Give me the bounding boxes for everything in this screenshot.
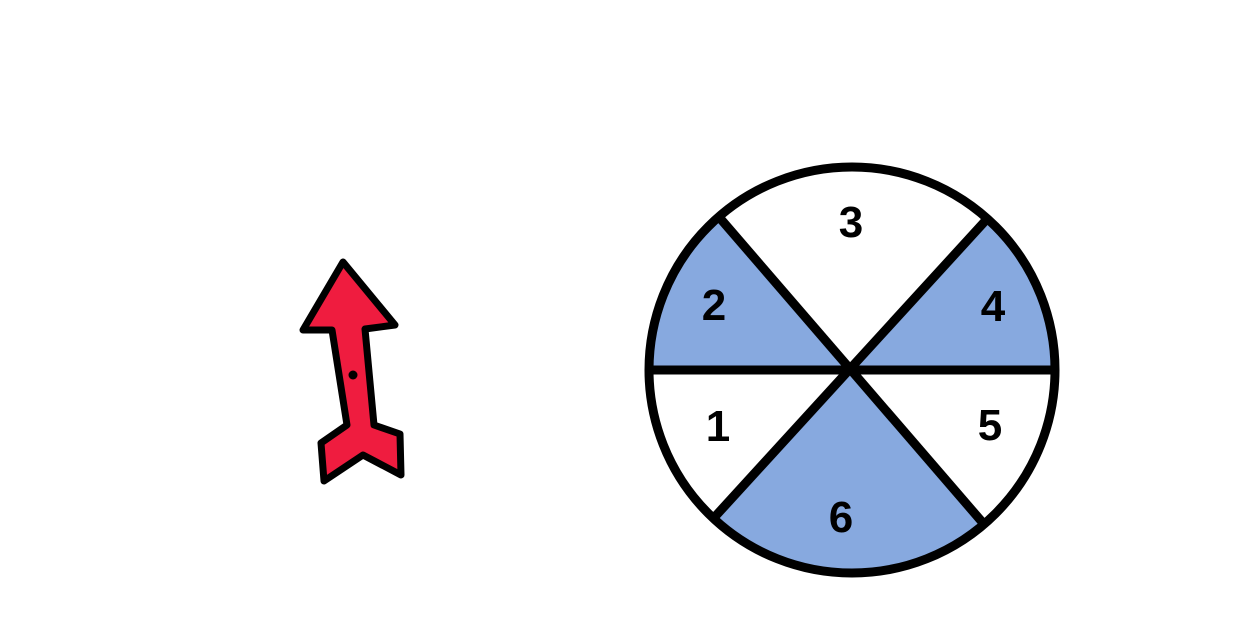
red-arrow-icon (299, 258, 405, 485)
sector-label-1: 1 (706, 402, 730, 451)
sector-label-4: 4 (981, 282, 1006, 331)
sector-2 (648, 218, 852, 370)
spinner-wheel: 1 2 3 4 5 6 (644, 162, 1060, 578)
divider-diagonal-b (707, 215, 991, 525)
sector-5 (852, 370, 1055, 521)
sector-label-3: 3 (839, 198, 863, 247)
sector-label-2: 2 (702, 281, 726, 330)
sector-label-5: 5 (978, 401, 1002, 450)
sector-4 (852, 220, 1055, 370)
wheel-outline (644, 162, 1060, 578)
sector-1 (647, 370, 852, 519)
arrow-pivot-dot (348, 370, 358, 380)
sector-label-6: 6 (829, 493, 853, 542)
sector-6 (713, 370, 982, 571)
sector-3 (720, 169, 986, 370)
